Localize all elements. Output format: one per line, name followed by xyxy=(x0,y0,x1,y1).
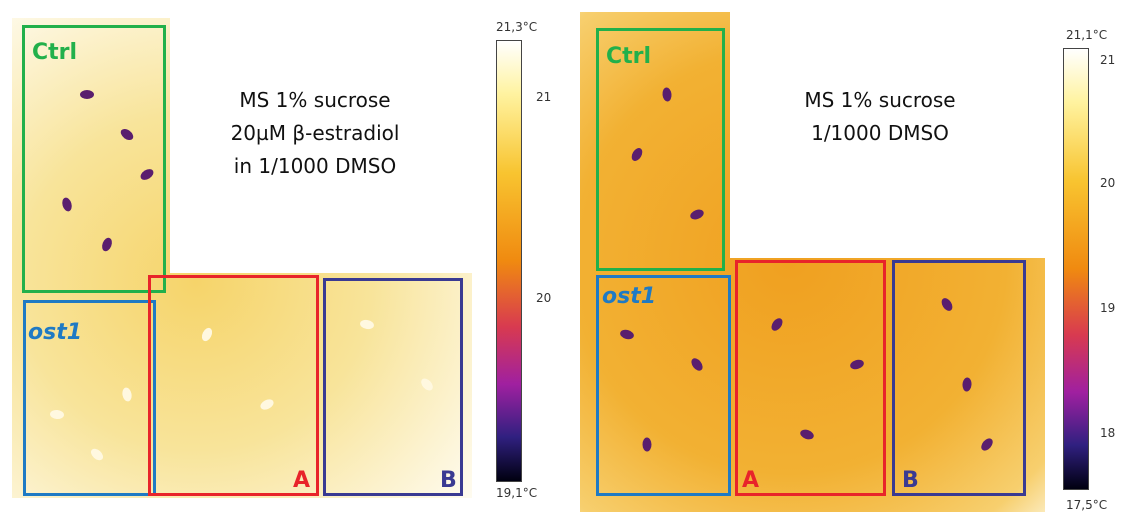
box-label: ost1 xyxy=(28,320,83,345)
colorbar-max: 21,3°C xyxy=(496,20,538,34)
b-box xyxy=(892,260,1026,496)
box-label: Ctrl xyxy=(32,40,78,65)
a-box xyxy=(735,260,886,496)
ctrl-box xyxy=(22,25,166,293)
seedling xyxy=(642,437,652,452)
caption-line: MS 1% sucrose xyxy=(804,88,956,112)
colorbar-min: 19,1°C xyxy=(496,486,538,500)
ost1-box xyxy=(23,300,156,496)
caption-line: 1/1000 DMSO xyxy=(811,121,949,145)
caption: MS 1% sucrose 1/1000 DMSO xyxy=(770,84,990,150)
a-box xyxy=(148,275,319,496)
seedling xyxy=(80,90,94,99)
box-label: ost1 xyxy=(602,284,657,309)
colorbar-tick: 20 xyxy=(536,291,552,305)
box-label: A xyxy=(742,468,760,493)
box-label: Ctrl xyxy=(606,44,652,69)
colorbar-tick: 19 xyxy=(1100,301,1116,315)
colorbar-max: 21,1°C xyxy=(1066,28,1108,42)
colorbar xyxy=(1063,48,1089,490)
colorbar-tick: 20 xyxy=(1100,176,1116,190)
colorbar xyxy=(496,40,522,482)
box-label: B xyxy=(440,468,457,493)
colorbar-tick: 21 xyxy=(1100,53,1116,67)
caption: MS 1% sucrose 20µM β-estradiol in 1/1000… xyxy=(200,84,430,183)
caption-line: 20µM β-estradiol xyxy=(230,121,400,145)
caption-line: MS 1% sucrose xyxy=(239,88,391,112)
caption-line: in 1/1000 DMSO xyxy=(233,154,397,178)
colorbar-min: 17,5°C xyxy=(1066,498,1108,512)
background xyxy=(730,10,1050,258)
ost1-box xyxy=(596,275,731,496)
colorbar-tick: 21 xyxy=(536,90,552,104)
box-label: A xyxy=(293,468,311,493)
box-label: B xyxy=(902,468,919,493)
ctrl-box xyxy=(596,28,725,271)
background xyxy=(170,18,480,273)
colorbar-tick: 18 xyxy=(1100,426,1116,440)
b-box xyxy=(323,278,463,496)
